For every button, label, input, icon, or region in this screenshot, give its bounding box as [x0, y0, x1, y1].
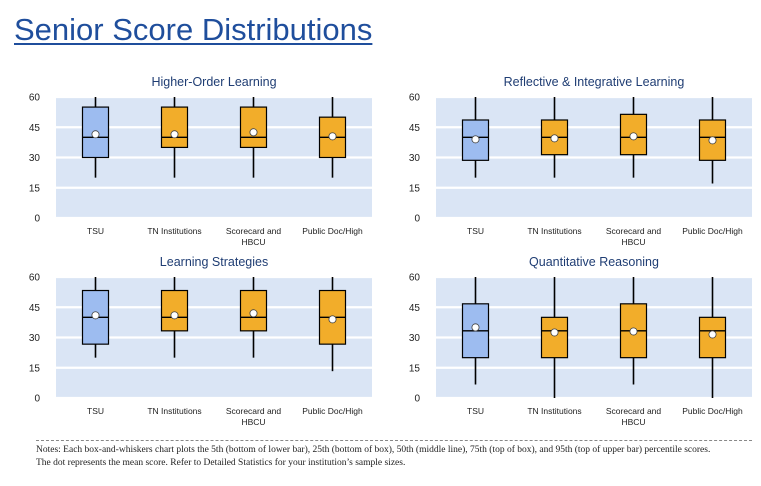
mean-dot-public-doc-high	[328, 132, 337, 141]
mean-dot-public-doc-high	[328, 315, 337, 324]
mean-dot-public-doc-high	[708, 330, 717, 339]
x-category-label: Public Doc/High	[682, 406, 743, 416]
notes-line-1: Notes: Each box-and-whiskers chart plots…	[36, 445, 711, 455]
x-category-label: Scorecard and	[606, 406, 662, 416]
chart-quantitative-reasoning: Quantitative Reasoning 0 15 30 45 60 TSU TN Ins…	[409, 255, 752, 427]
box-scorecard-and-hbcu	[239, 106, 268, 149]
notes-line-2: The dot represents the mean score. Refer…	[36, 457, 406, 468]
x-category-label: Public Doc/High	[302, 406, 363, 416]
mean-dot-tsu	[471, 323, 480, 332]
y-tick-label: 30	[409, 333, 421, 344]
chart-title: Higher-Order Learning	[151, 75, 276, 89]
mean-dot-scorecard-and-hbcu	[629, 327, 638, 336]
y-tick-label: 0	[414, 394, 420, 405]
mean-dot-tn-institutions	[550, 134, 559, 143]
x-category-label: HBCU	[621, 417, 645, 427]
y-tick-label: 0	[34, 394, 40, 405]
x-category-label: HBCU	[241, 417, 265, 427]
y-tick-label: 30	[29, 153, 41, 164]
x-category-label: Scorecard and	[226, 406, 282, 416]
x-category-label: TSU	[467, 406, 484, 416]
x-category-label: HBCU	[241, 237, 265, 247]
box-tn-institutions	[540, 316, 569, 359]
x-category-label: Scorecard and	[606, 226, 662, 236]
chart-learning-strategies: Learning Strategies 0 15 30 45 60 TSU TN Instit…	[29, 255, 372, 427]
mean-dot-tn-institutions	[550, 328, 559, 337]
mean-dot-tn-institutions	[170, 130, 179, 139]
y-tick-label: 45	[409, 303, 421, 314]
chart-notes: Notes: Each box-and-whiskers chart plots…	[36, 440, 752, 469]
y-tick-label: 60	[29, 93, 41, 104]
x-category-label: TSU	[87, 226, 104, 236]
mean-dot-scorecard-and-hbcu	[249, 309, 258, 318]
y-tick-label: 15	[409, 183, 421, 194]
chart-reflective-integrative-learning: Reflective & Integrative Learning 0 15 30 45…	[409, 75, 752, 247]
x-category-label: TN Institutions	[527, 406, 581, 416]
x-category-label: TN Institutions	[147, 406, 201, 416]
mean-dot-tn-institutions	[170, 311, 179, 320]
box-public-doc-high	[698, 119, 727, 161]
box-tn-institutions	[160, 289, 189, 332]
y-tick-label: 30	[29, 333, 41, 344]
y-tick-label: 15	[29, 183, 41, 194]
mean-dot-tsu	[91, 130, 100, 139]
x-category-label: HBCU	[621, 237, 645, 247]
mean-dot-scorecard-and-hbcu	[249, 128, 258, 137]
x-category-label: Scorecard and	[226, 226, 282, 236]
chart-higher-order-learning: Higher-Order Learning 0 15 30 45 60 TSU TN Inst…	[29, 75, 372, 247]
y-tick-label: 0	[414, 214, 420, 225]
y-tick-label: 0	[34, 214, 40, 225]
chart-title: Quantitative Reasoning	[529, 255, 659, 269]
mean-dot-tsu	[471, 135, 480, 144]
mean-dot-public-doc-high	[708, 136, 717, 145]
y-tick-label: 60	[29, 273, 41, 284]
x-category-label: TSU	[467, 226, 484, 236]
y-tick-label: 60	[409, 273, 421, 284]
y-tick-label: 15	[409, 363, 421, 374]
x-category-label: Public Doc/High	[682, 226, 743, 236]
x-category-label: TN Institutions	[527, 226, 581, 236]
y-tick-label: 45	[409, 123, 421, 134]
chart-title: Reflective & Integrative Learning	[504, 75, 685, 89]
y-tick-label: 15	[29, 363, 41, 374]
y-tick-label: 30	[409, 153, 421, 164]
mean-dot-scorecard-and-hbcu	[629, 132, 638, 141]
mean-dot-tsu	[91, 311, 100, 320]
box-tn-institutions	[160, 106, 189, 149]
x-category-label: Public Doc/High	[302, 226, 363, 236]
y-tick-label: 60	[409, 93, 421, 104]
page-title: Senior Score Distributions	[14, 12, 373, 47]
y-tick-label: 45	[29, 123, 41, 134]
chart-title: Learning Strategies	[160, 255, 268, 269]
x-category-label: TN Institutions	[147, 226, 201, 236]
box-scorecard-and-hbcu	[239, 289, 268, 332]
y-tick-label: 45	[29, 303, 41, 314]
x-category-label: TSU	[87, 406, 104, 416]
